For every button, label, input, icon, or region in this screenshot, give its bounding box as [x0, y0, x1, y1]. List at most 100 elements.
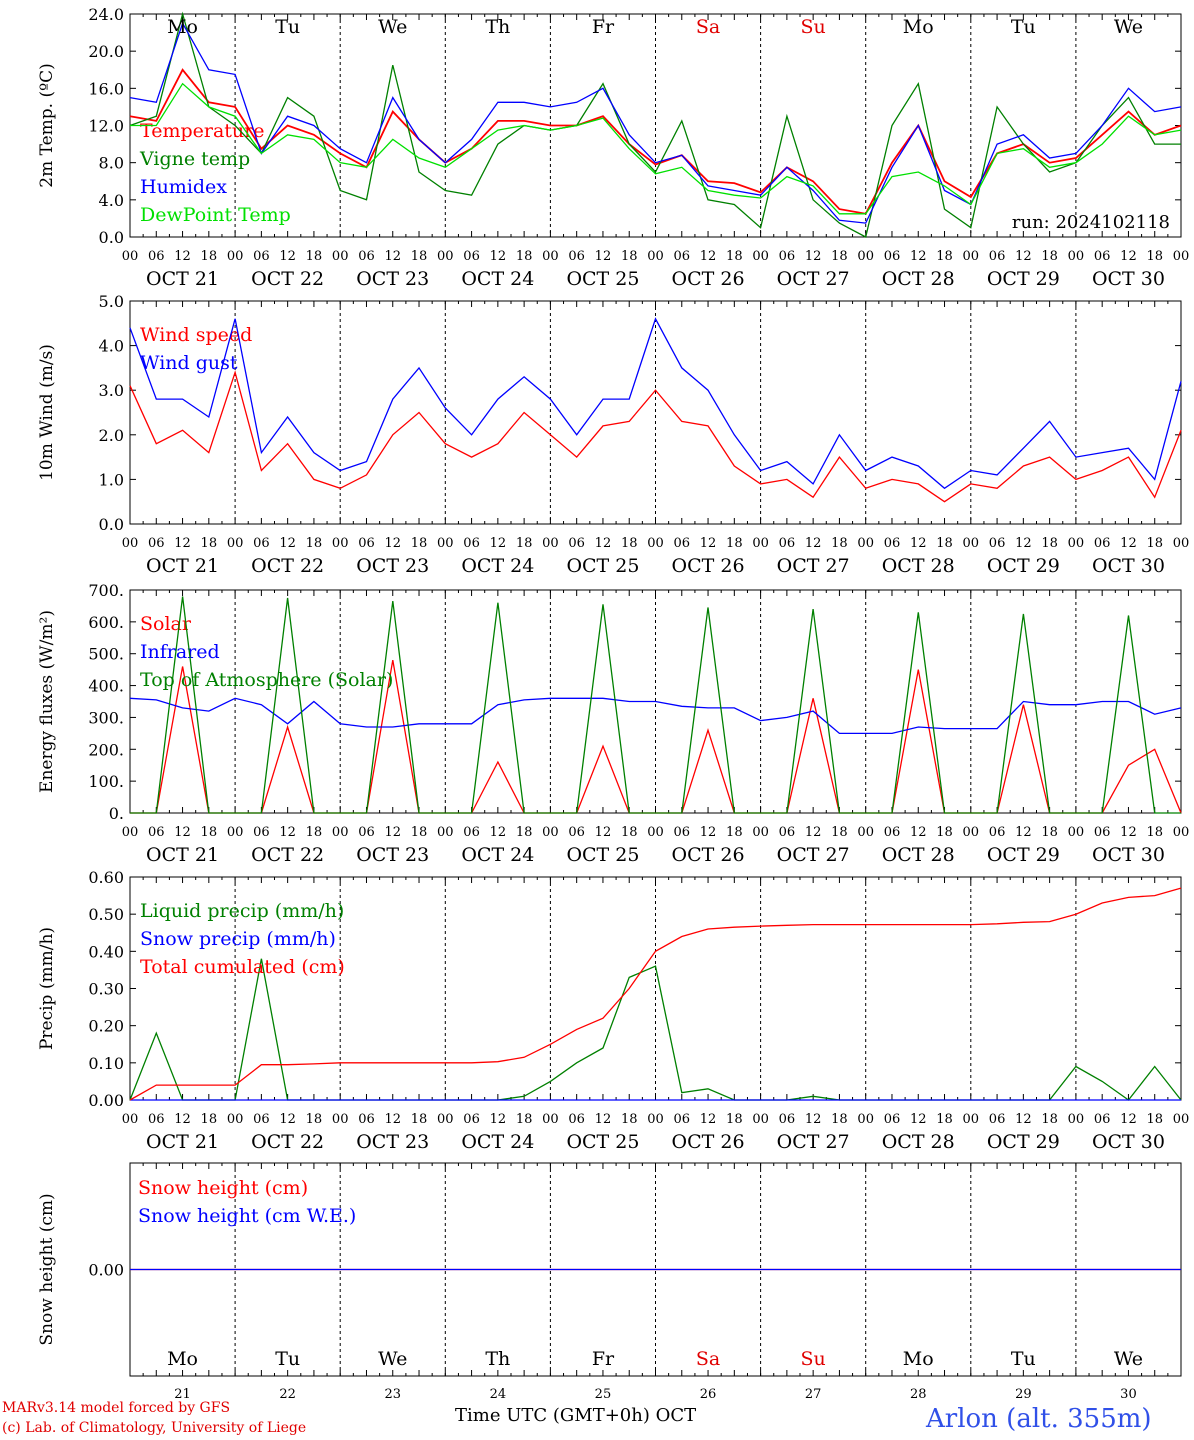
hour-tick-label: 00	[122, 825, 139, 840]
hour-tick-label: 00	[122, 1112, 139, 1127]
panel-2: 0.0 1.0 2.0 3.0 4.0 5.0 10m Wind (m/s) Wind spe…	[37, 292, 1189, 577]
hour-tick-label: 18	[831, 536, 848, 551]
date-label: OCT 28	[882, 1131, 955, 1153]
y-tick-label: 0.30	[88, 980, 124, 999]
hour-tick-label: 06	[358, 536, 375, 551]
series-line-3	[129, 21, 1182, 224]
hour-tick-label: 00	[332, 825, 349, 840]
date-label: OCT 28	[882, 268, 955, 290]
hour-tick-label: 18	[726, 1112, 743, 1127]
hour-tick-label: 12	[490, 249, 507, 264]
hour-tick-label: 12	[174, 536, 191, 551]
day-name-label: Fr	[592, 1348, 615, 1370]
series-line-1	[129, 68, 1182, 215]
hour-tick-label: 18	[201, 825, 218, 840]
date-label: OCT 22	[251, 1131, 324, 1153]
hour-tick-label: 12	[490, 825, 507, 840]
hour-tick-label: 18	[726, 825, 743, 840]
legend-entry: Snow precip (mm/h)	[140, 928, 336, 950]
hour-tick-label: 00	[647, 1112, 664, 1127]
day-name-label: Su	[801, 1348, 826, 1370]
hour-tick-label: 06	[1094, 825, 1111, 840]
panel-3: 0. 100. 200. 300. 400. 500. 600. 700. Energy flu…	[37, 581, 1189, 866]
hour-tick-label: 06	[674, 825, 691, 840]
hour-tick-label: 06	[779, 536, 796, 551]
hour-tick-label: 18	[936, 825, 953, 840]
hour-tick-label: 12	[1120, 249, 1137, 264]
hour-tick-label: 00	[752, 825, 769, 840]
series-line-2	[129, 697, 1182, 735]
hour-tick-label: 18	[516, 825, 533, 840]
y-tick-label: 5.0	[99, 292, 124, 311]
hour-tick-label: 12	[910, 825, 927, 840]
y-tick-label: 1.0	[99, 470, 124, 489]
day-name-label: Sa	[696, 16, 720, 38]
hour-tick-label: 06	[989, 1112, 1006, 1127]
hour-tick-label: 12	[700, 1112, 717, 1127]
hour-tick-label: 00	[857, 825, 874, 840]
hour-tick-label: 00	[1173, 1112, 1190, 1127]
hour-tick-label: 12	[490, 1112, 507, 1127]
hour-tick-label: 06	[148, 536, 165, 551]
panel-frame	[129, 300, 1182, 525]
legend-entry: Top of Atmosphere (Solar)	[140, 669, 393, 691]
hour-tick-label: 00	[437, 249, 454, 264]
hour-tick-label: 12	[384, 1112, 401, 1127]
hour-tick-label: 18	[306, 536, 323, 551]
credit-line-2: (c) Lab. of Climatology, University of L…	[2, 1420, 307, 1436]
hour-tick-label: 12	[384, 825, 401, 840]
hour-tick-label: 00	[542, 825, 559, 840]
day-name-label: We	[1114, 1348, 1143, 1370]
date-label: OCT 25	[566, 555, 639, 577]
date-label: OCT 28	[882, 844, 955, 866]
hour-tick-label: 18	[516, 249, 533, 264]
hour-tick-label: 06	[1094, 536, 1111, 551]
hour-tick-label: 00	[963, 536, 980, 551]
hour-tick-label: 06	[568, 249, 585, 264]
date-label: OCT 25	[566, 268, 639, 290]
date-label: OCT 25	[566, 844, 639, 866]
legend-entry: Humidex	[140, 176, 227, 198]
hour-tick-label: 18	[621, 825, 638, 840]
hour-tick-label: 18	[1041, 825, 1058, 840]
hour-tick-label: 06	[463, 249, 480, 264]
day-name-label: We	[378, 1348, 407, 1370]
hour-tick-label: 00	[332, 536, 349, 551]
date-label: OCT 29	[987, 1131, 1060, 1153]
hour-tick-label: 06	[674, 536, 691, 551]
date-label: OCT 30	[1092, 555, 1165, 577]
date-number-label: 25	[595, 1387, 612, 1402]
y-tick-label: 0.20	[88, 1017, 124, 1036]
hour-tick-label: 18	[831, 249, 848, 264]
hour-tick-label: 00	[963, 249, 980, 264]
date-number-label: 22	[279, 1387, 296, 1402]
legend-entry: Solar	[140, 613, 192, 635]
legend-entry: Liquid precip (mm/h)	[140, 900, 344, 922]
y-tick-label: 300.	[88, 708, 124, 727]
hour-tick-label: 00	[227, 249, 244, 264]
hour-tick-label: 06	[463, 1112, 480, 1127]
hour-tick-label: 00	[963, 1112, 980, 1127]
hour-tick-label: 00	[1173, 249, 1190, 264]
day-name-label: Mo	[167, 1348, 198, 1370]
y-tick-label: 0.00	[88, 1261, 124, 1280]
hour-tick-label: 12	[384, 536, 401, 551]
run-annotation: run: 2024102118	[1012, 212, 1170, 233]
hour-tick-label: 00	[122, 536, 139, 551]
hour-tick-label: 12	[700, 825, 717, 840]
series-line-3	[129, 887, 1182, 1101]
hour-tick-label: 00	[542, 1112, 559, 1127]
hour-tick-label: 06	[989, 536, 1006, 551]
y-tick-label: 20.0	[88, 42, 124, 61]
series-line-2	[129, 11, 1181, 238]
hour-tick-label: 18	[411, 1112, 428, 1127]
hour-tick-label: 18	[831, 1112, 848, 1127]
y-tick-label: 2.0	[99, 426, 124, 445]
legend-entry: Temperature	[140, 120, 264, 142]
y-tick-label: 700.	[88, 581, 124, 600]
hour-tick-label: 00	[332, 249, 349, 264]
date-label: OCT 29	[987, 844, 1060, 866]
hour-tick-label: 00	[437, 825, 454, 840]
legend-entry: DewPoint Temp	[140, 204, 291, 226]
